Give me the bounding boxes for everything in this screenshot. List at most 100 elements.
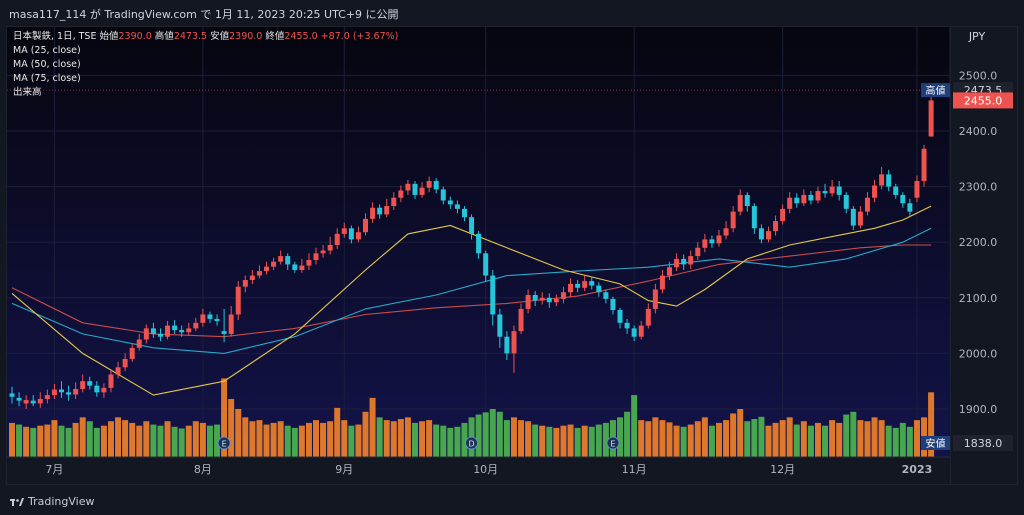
candle[interactable] bbox=[603, 292, 609, 299]
candle[interactable] bbox=[872, 185, 878, 198]
candle[interactable] bbox=[469, 217, 475, 234]
candle[interactable] bbox=[801, 194, 807, 204]
candle[interactable] bbox=[447, 200, 453, 205]
candle[interactable] bbox=[560, 292, 566, 299]
candle[interactable] bbox=[645, 308, 651, 326]
candle[interactable] bbox=[278, 256, 284, 262]
event-marker[interactable] bbox=[217, 436, 231, 450]
candle[interactable] bbox=[285, 256, 291, 265]
candle[interactable] bbox=[129, 347, 135, 359]
candle[interactable] bbox=[370, 207, 376, 219]
candle[interactable] bbox=[518, 308, 524, 332]
candle[interactable] bbox=[327, 244, 333, 251]
candle[interactable] bbox=[857, 211, 863, 226]
candle[interactable] bbox=[320, 250, 326, 254]
tradingview-logo[interactable]: TradingView bbox=[10, 495, 94, 508]
candle[interactable] bbox=[808, 194, 814, 201]
candle[interactable] bbox=[907, 203, 913, 212]
candle[interactable] bbox=[829, 186, 835, 194]
candle[interactable] bbox=[157, 333, 163, 337]
chart-frame[interactable]: E D E JPY 2500.0 2400.0 2300.0 2200.0 2100.0 2000… bbox=[6, 26, 1018, 485]
candle[interactable] bbox=[30, 400, 36, 404]
candle[interactable] bbox=[426, 181, 432, 188]
candle[interactable] bbox=[504, 336, 510, 354]
candle[interactable] bbox=[101, 387, 107, 393]
candle[interactable] bbox=[476, 233, 482, 254]
candle[interactable] bbox=[391, 197, 397, 207]
event-marker[interactable] bbox=[606, 436, 620, 450]
candle[interactable] bbox=[16, 397, 22, 401]
candle[interactable] bbox=[702, 239, 708, 248]
candle[interactable] bbox=[589, 281, 595, 286]
legend-ma75[interactable]: MA (75, close) bbox=[13, 73, 81, 84]
candle[interactable] bbox=[108, 374, 114, 388]
candle[interactable] bbox=[136, 339, 142, 348]
candle[interactable] bbox=[242, 280, 248, 287]
candle[interactable] bbox=[532, 295, 538, 301]
price-chart[interactable]: E D E JPY 2500.0 2400.0 2300.0 2200.0 2100.0 2000… bbox=[7, 27, 1017, 484]
candle[interactable] bbox=[596, 285, 602, 293]
candle[interactable] bbox=[355, 232, 361, 240]
candle[interactable] bbox=[334, 233, 340, 245]
candle[interactable] bbox=[37, 398, 43, 404]
time-axis[interactable] bbox=[7, 457, 950, 484]
candle[interactable] bbox=[306, 259, 312, 266]
candle[interactable] bbox=[299, 265, 305, 270]
candle[interactable] bbox=[44, 395, 50, 399]
candle[interactable] bbox=[575, 283, 581, 288]
candle[interactable] bbox=[193, 322, 199, 329]
candle[interactable] bbox=[879, 174, 885, 186]
candle[interactable] bbox=[850, 208, 856, 226]
candle[interactable] bbox=[73, 388, 79, 395]
candle[interactable] bbox=[695, 247, 701, 257]
candle[interactable] bbox=[794, 197, 800, 204]
candle[interactable] bbox=[836, 186, 842, 195]
candle[interactable] bbox=[864, 197, 870, 212]
candle[interactable] bbox=[921, 148, 927, 182]
candle[interactable] bbox=[94, 385, 100, 393]
candle[interactable] bbox=[214, 318, 220, 322]
candle[interactable] bbox=[674, 258, 680, 268]
candle[interactable] bbox=[624, 322, 630, 329]
candle[interactable] bbox=[780, 208, 786, 222]
candle[interactable] bbox=[758, 228, 764, 240]
candle[interactable] bbox=[58, 389, 64, 393]
symbol-label[interactable]: 日本製鉄, 1日, TSE bbox=[13, 31, 97, 42]
candle[interactable] bbox=[553, 298, 559, 303]
candle[interactable] bbox=[313, 253, 319, 260]
candle[interactable] bbox=[900, 194, 906, 204]
candle[interactable] bbox=[652, 289, 658, 309]
candle[interactable] bbox=[525, 295, 531, 309]
legend-ma50[interactable]: MA (50, close) bbox=[13, 59, 81, 70]
candle[interactable] bbox=[419, 187, 425, 195]
candle[interactable] bbox=[631, 328, 637, 337]
candle[interactable] bbox=[822, 191, 828, 194]
candle[interactable] bbox=[843, 194, 849, 209]
candle[interactable] bbox=[546, 297, 552, 303]
candle[interactable] bbox=[207, 314, 213, 319]
candle[interactable] bbox=[744, 194, 750, 207]
candle[interactable] bbox=[292, 264, 298, 270]
candle[interactable] bbox=[893, 186, 899, 195]
candle[interactable] bbox=[751, 206, 757, 229]
candle[interactable] bbox=[9, 393, 15, 397]
candle[interactable] bbox=[582, 281, 588, 288]
candle[interactable] bbox=[723, 228, 729, 236]
candle[interactable] bbox=[377, 207, 383, 215]
candle[interactable] bbox=[681, 258, 687, 265]
candle[interactable] bbox=[398, 190, 404, 198]
legend-volume[interactable]: 出来高 bbox=[13, 87, 42, 98]
candle[interactable] bbox=[172, 325, 178, 331]
candle[interactable] bbox=[200, 314, 206, 323]
candle[interactable] bbox=[228, 314, 234, 334]
candle[interactable] bbox=[886, 174, 892, 187]
candle[interactable] bbox=[737, 194, 743, 212]
candle[interactable] bbox=[659, 275, 665, 290]
candle[interactable] bbox=[264, 266, 270, 272]
candle[interactable] bbox=[412, 183, 418, 195]
candle[interactable] bbox=[617, 310, 623, 323]
candle[interactable] bbox=[143, 328, 149, 340]
candle[interactable] bbox=[511, 331, 517, 354]
candle[interactable] bbox=[688, 256, 694, 265]
candle[interactable] bbox=[66, 392, 72, 395]
